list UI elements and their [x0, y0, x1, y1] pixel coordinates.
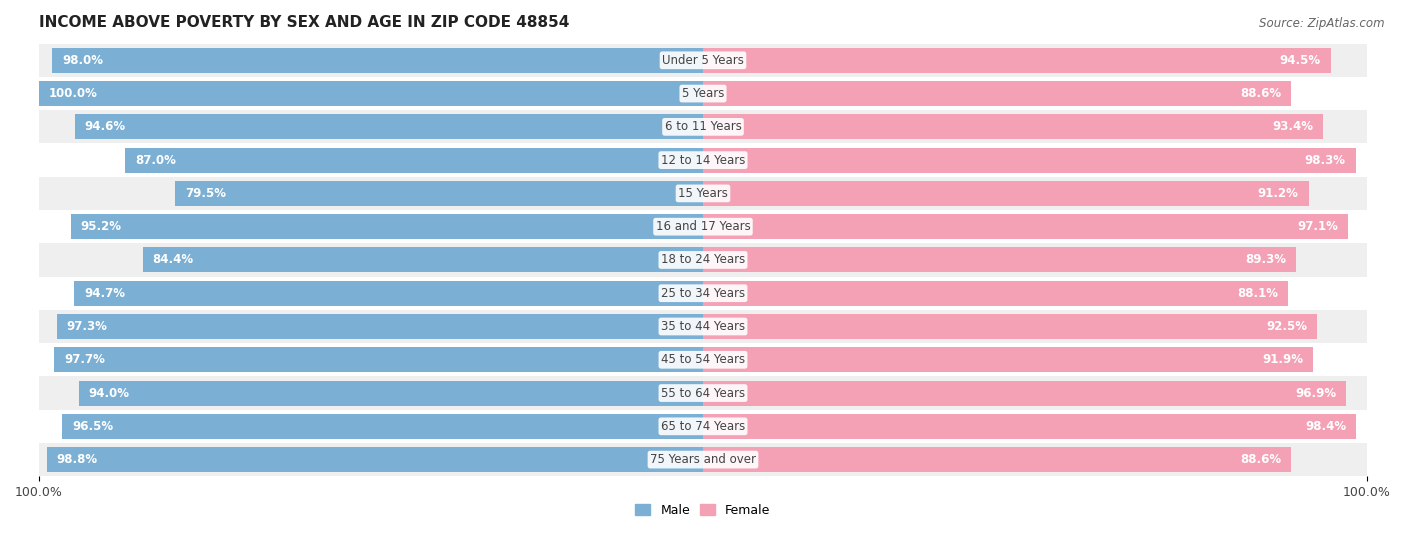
Bar	[70, 214, 703, 239]
Bar	[39, 243, 1367, 277]
Text: 6 to 11 Years: 6 to 11 Years	[665, 120, 741, 134]
Text: 94.7%: 94.7%	[84, 287, 125, 300]
Bar	[142, 248, 703, 272]
Text: 89.3%: 89.3%	[1246, 253, 1286, 267]
Bar	[703, 248, 1296, 272]
Text: 96.5%: 96.5%	[72, 420, 114, 433]
Text: 96.9%: 96.9%	[1295, 387, 1337, 400]
Text: 94.5%: 94.5%	[1279, 54, 1320, 67]
Bar	[39, 277, 1367, 310]
Bar	[39, 177, 1367, 210]
Bar	[703, 414, 1357, 439]
Bar	[703, 48, 1330, 73]
Text: 95.2%: 95.2%	[80, 220, 122, 233]
Bar	[75, 115, 703, 139]
Bar	[39, 210, 1367, 243]
Bar	[52, 48, 703, 73]
Text: 12 to 14 Years: 12 to 14 Years	[661, 154, 745, 167]
Text: Under 5 Years: Under 5 Years	[662, 54, 744, 67]
Text: 88.6%: 88.6%	[1240, 87, 1281, 100]
Text: 88.6%: 88.6%	[1240, 453, 1281, 466]
Bar	[62, 414, 703, 439]
Bar	[703, 314, 1317, 339]
Text: 97.7%: 97.7%	[65, 353, 105, 366]
Bar	[703, 447, 1291, 472]
Text: 98.3%: 98.3%	[1305, 154, 1346, 167]
Text: 16 and 17 Years: 16 and 17 Years	[655, 220, 751, 233]
Text: 94.6%: 94.6%	[84, 120, 127, 134]
Text: 15 Years: 15 Years	[678, 187, 728, 200]
Bar	[39, 376, 1367, 410]
Text: 55 to 64 Years: 55 to 64 Years	[661, 387, 745, 400]
Bar	[176, 181, 703, 206]
Legend: Male, Female: Male, Female	[630, 499, 776, 522]
Text: 98.8%: 98.8%	[56, 453, 98, 466]
Text: 35 to 44 Years: 35 to 44 Years	[661, 320, 745, 333]
Bar	[56, 314, 703, 339]
Bar	[703, 115, 1323, 139]
Text: 5 Years: 5 Years	[682, 87, 724, 100]
Bar	[39, 410, 1367, 443]
Bar	[703, 347, 1313, 372]
Bar	[703, 81, 1291, 106]
Text: 87.0%: 87.0%	[135, 154, 176, 167]
Bar	[39, 144, 1367, 177]
Bar	[39, 81, 703, 106]
Bar	[79, 381, 703, 405]
Text: 91.9%: 91.9%	[1263, 353, 1303, 366]
Bar	[39, 343, 1367, 376]
Text: 94.0%: 94.0%	[89, 387, 129, 400]
Text: 79.5%: 79.5%	[186, 187, 226, 200]
Text: Source: ZipAtlas.com: Source: ZipAtlas.com	[1260, 17, 1385, 30]
Bar	[703, 214, 1348, 239]
Text: 45 to 54 Years: 45 to 54 Years	[661, 353, 745, 366]
Text: 84.4%: 84.4%	[152, 253, 194, 267]
Text: 98.4%: 98.4%	[1305, 420, 1347, 433]
Bar	[703, 181, 1309, 206]
Text: 98.0%: 98.0%	[62, 54, 103, 67]
Text: INCOME ABOVE POVERTY BY SEX AND AGE IN ZIP CODE 48854: INCOME ABOVE POVERTY BY SEX AND AGE IN Z…	[39, 15, 569, 30]
Text: 25 to 34 Years: 25 to 34 Years	[661, 287, 745, 300]
Text: 88.1%: 88.1%	[1237, 287, 1278, 300]
Bar	[46, 447, 703, 472]
Text: 75 Years and over: 75 Years and over	[650, 453, 756, 466]
Bar	[703, 381, 1347, 405]
Bar	[75, 281, 703, 306]
Bar	[703, 148, 1355, 173]
Text: 93.4%: 93.4%	[1272, 120, 1313, 134]
Bar	[703, 281, 1288, 306]
Bar	[39, 77, 1367, 110]
Text: 18 to 24 Years: 18 to 24 Years	[661, 253, 745, 267]
Bar	[39, 310, 1367, 343]
Text: 65 to 74 Years: 65 to 74 Years	[661, 420, 745, 433]
Text: 97.3%: 97.3%	[67, 320, 108, 333]
Bar	[39, 110, 1367, 144]
Bar	[55, 347, 703, 372]
Bar	[125, 148, 703, 173]
Bar	[39, 44, 1367, 77]
Bar	[39, 443, 1367, 476]
Text: 91.2%: 91.2%	[1258, 187, 1299, 200]
Text: 92.5%: 92.5%	[1267, 320, 1308, 333]
Text: 97.1%: 97.1%	[1296, 220, 1339, 233]
Text: 100.0%: 100.0%	[49, 87, 98, 100]
